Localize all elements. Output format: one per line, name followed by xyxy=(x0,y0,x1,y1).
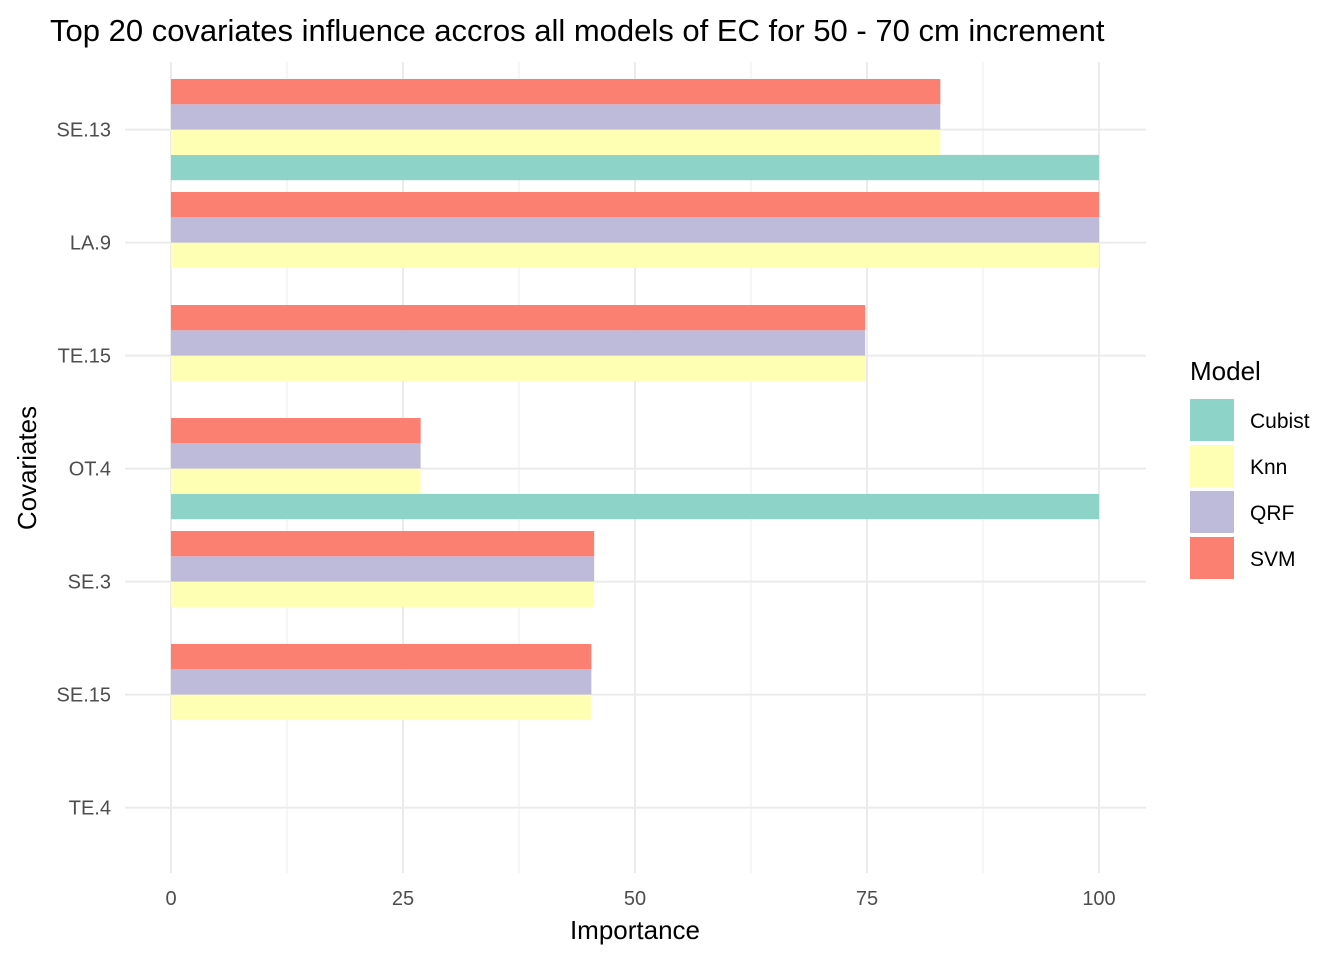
legend-items: Cubist Knn QRF SVM xyxy=(1190,399,1310,579)
legend-swatch-svm xyxy=(1190,537,1234,579)
y-axis-title: Covariates xyxy=(12,406,42,530)
legend-title: Model xyxy=(1190,356,1261,386)
x-tick-label: 100 xyxy=(1082,888,1115,910)
bar-svm-la-9 xyxy=(171,192,1099,218)
bar-knn-se-15 xyxy=(171,694,592,720)
legend-label-qrf: QRF xyxy=(1250,502,1294,525)
x-axis-tick-labels: 0 25 50 75 100 xyxy=(165,888,1115,910)
bar-svm-ot-4 xyxy=(171,418,421,444)
bar-knn-se-13 xyxy=(171,129,941,155)
bar-knn-la-9 xyxy=(171,242,1099,268)
y-tick-label: TE.4 xyxy=(69,798,111,820)
legend-swatch-knn xyxy=(1190,445,1234,487)
bar-qrf-te-15 xyxy=(171,330,866,356)
legend: Model Cubist Knn QRF SVM xyxy=(1190,356,1310,579)
y-tick-label: TE.15 xyxy=(58,346,111,368)
x-tick-label: 50 xyxy=(624,888,646,910)
bar-svm-se-13 xyxy=(171,79,941,105)
x-tick-label: 75 xyxy=(856,888,878,910)
bar-knn-te-15 xyxy=(171,355,866,381)
bars xyxy=(171,79,1099,720)
bar-cubist-ot-4 xyxy=(171,493,1099,520)
y-tick-label: SE.3 xyxy=(68,572,111,594)
y-tick-label: OT.4 xyxy=(69,459,111,481)
bar-qrf-se-13 xyxy=(171,104,941,130)
bar-qrf-ot-4 xyxy=(171,443,421,469)
x-tick-label: 0 xyxy=(165,888,176,910)
x-axis-title: Importance xyxy=(570,915,700,945)
bar-knn-se-3 xyxy=(171,581,595,607)
y-tick-label: LA.9 xyxy=(70,233,111,255)
y-tick-label: SE.15 xyxy=(57,685,111,707)
legend-swatch-qrf xyxy=(1190,491,1234,533)
legend-swatch-cubist xyxy=(1190,399,1234,441)
bar-cubist-se-13 xyxy=(171,154,1099,181)
legend-label-svm: SVM xyxy=(1250,548,1296,571)
chart-title: Top 20 covariates influence accros all m… xyxy=(50,13,1105,48)
bar-qrf-se-15 xyxy=(171,669,592,695)
y-axis-tick-labels: SE.13 LA.9 TE.15 OT.4 SE.3 SE.15 TE.4 xyxy=(57,120,111,820)
bar-svm-se-3 xyxy=(171,531,595,557)
legend-label-knn: Knn xyxy=(1250,456,1287,479)
bar-knn-ot-4 xyxy=(171,468,421,494)
legend-label-cubist: Cubist xyxy=(1250,410,1310,433)
bar-svm-se-15 xyxy=(171,644,592,670)
bar-qrf-la-9 xyxy=(171,217,1099,243)
bar-qrf-se-3 xyxy=(171,556,595,582)
bar-svm-te-15 xyxy=(171,305,866,331)
y-tick-label: SE.13 xyxy=(57,120,111,142)
x-tick-label: 25 xyxy=(392,888,414,910)
